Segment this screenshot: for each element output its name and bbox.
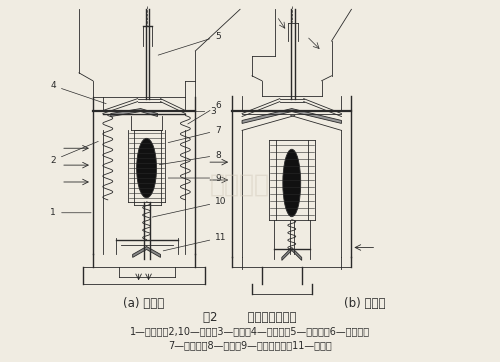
Text: 8: 8 [160,151,221,165]
Text: 9: 9 [168,173,221,182]
Polygon shape [282,248,302,260]
Polygon shape [242,109,342,123]
Text: (a) 小循环: (a) 小循环 [123,297,164,310]
Text: 5: 5 [158,31,221,55]
Text: 顶匮电气: 顶匮电气 [210,173,270,197]
Text: 3: 3 [188,107,216,116]
Text: 7: 7 [168,126,221,143]
Polygon shape [111,109,158,117]
Text: 10: 10 [152,197,226,217]
Ellipse shape [283,149,300,217]
Text: 图2        蜡式双阀节温器: 图2 蜡式双阀节温器 [203,311,297,324]
Polygon shape [132,247,160,257]
Text: (b) 大循环: (b) 大循环 [344,297,385,310]
Text: 7—橡胶套；8—石蜡；9—感温器外壳；11—副阀门: 7—橡胶套；8—石蜡；9—感温器外壳；11—副阀门 [168,340,332,350]
Ellipse shape [136,138,156,198]
Text: 6: 6 [188,101,221,124]
Text: 2: 2 [50,142,98,165]
Text: 1: 1 [50,208,91,217]
Text: 1—下支架；2,10—弹簧；3—阀座；4—上支架；5—反推杆；6—主阀门；: 1—下支架；2,10—弹簧；3—阀座；4—上支架；5—反推杆；6—主阀门； [130,326,370,336]
Text: 4: 4 [50,81,106,104]
Text: 11: 11 [163,233,226,251]
